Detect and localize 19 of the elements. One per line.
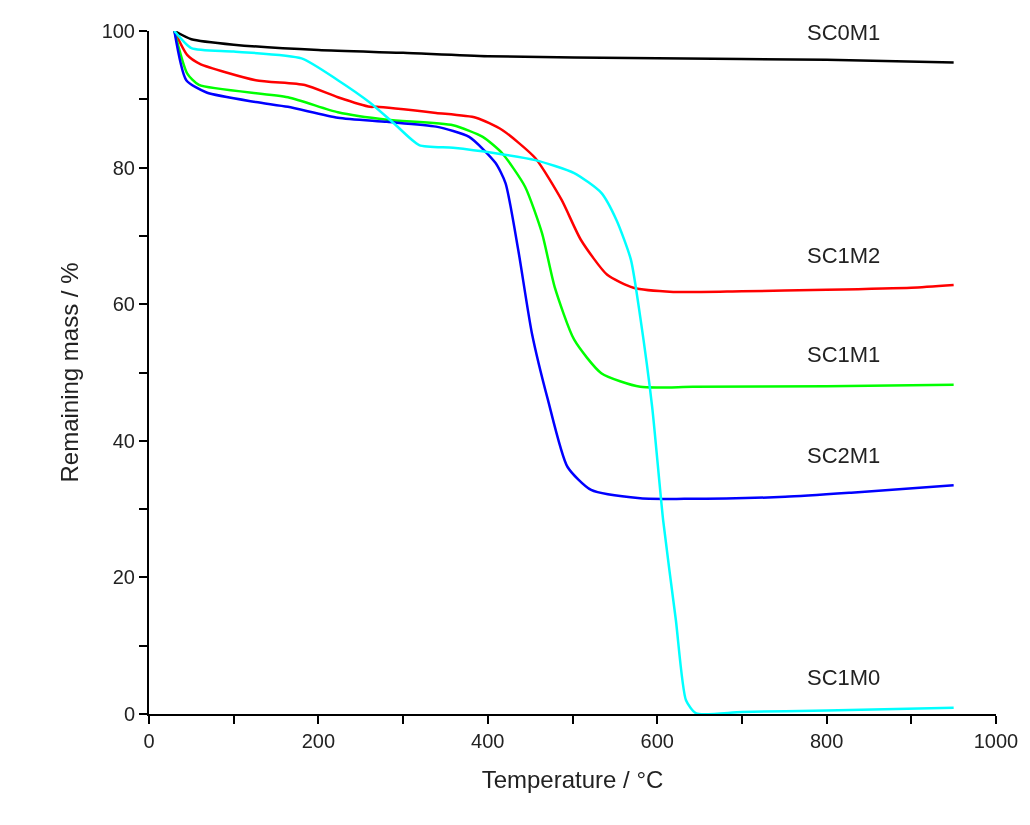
series-label: SC2M1 xyxy=(807,443,881,468)
series-label: SC1M2 xyxy=(807,243,881,268)
x-axis-title: Temperature / °C xyxy=(481,765,664,793)
y-tick-label: 80 xyxy=(112,156,135,179)
x-tick-label: 600 xyxy=(640,730,674,752)
y-tick-label: 0 xyxy=(123,703,135,725)
x-tick-label: 800 xyxy=(809,730,844,752)
x-tick-label: 400 xyxy=(471,730,505,752)
x-tick-label: 1000 xyxy=(973,730,1019,752)
y-axis-title: Remaining mass / % xyxy=(56,262,84,483)
y-tick-label: 20 xyxy=(112,566,135,589)
series-label: SC1M1 xyxy=(807,342,881,367)
y-tick-label: 60 xyxy=(112,293,135,316)
x-tick-label: 0 xyxy=(143,730,155,752)
series-label: SC0M1 xyxy=(807,20,881,45)
series-label: SC1M0 xyxy=(807,665,881,690)
y-tick-label: 40 xyxy=(112,429,135,452)
y-tick-label: 100 xyxy=(101,20,135,42)
x-tick-label: 200 xyxy=(301,730,336,752)
